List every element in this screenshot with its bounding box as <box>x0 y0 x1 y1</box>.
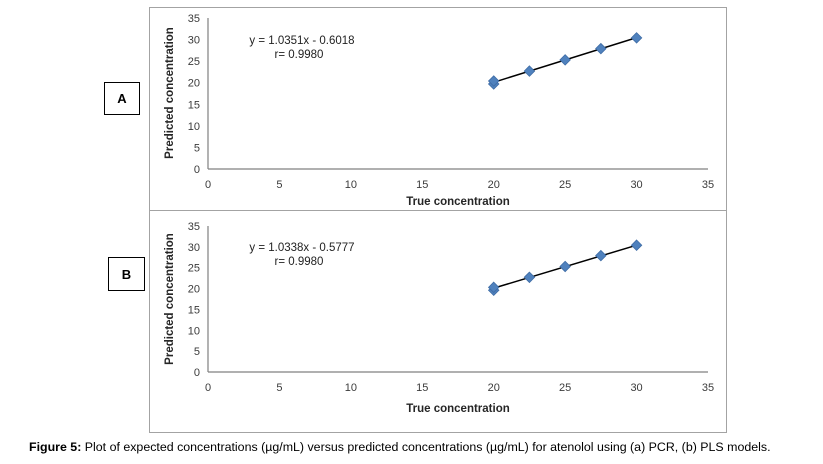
chart-panel-b: 0 5 10 15 20 25 30 35 0 5 10 15 20 25 30 35 y = 1.0338x… <box>149 210 727 433</box>
svg-text:25: 25 <box>188 263 200 275</box>
svg-text:0: 0 <box>205 179 211 191</box>
chart-panel-a: 0 5 10 15 20 25 30 35 0 5 10 15 20 25 30 35 y = 1.0351x… <box>149 7 727 212</box>
svg-text:5: 5 <box>276 179 282 191</box>
scatter-plot-b: 0 5 10 15 20 25 30 35 0 5 10 15 20 25 30 35 <box>188 221 714 394</box>
y-axis-title-b: Predicted concentration <box>164 233 176 365</box>
svg-text:0: 0 <box>194 367 200 379</box>
x-axis-title-b: True concentration <box>406 403 510 415</box>
svg-text:0: 0 <box>194 164 200 176</box>
x-axis-title-a: True concentration <box>406 196 510 208</box>
svg-text:10: 10 <box>188 325 200 337</box>
svg-text:25: 25 <box>559 179 571 191</box>
equation-label-a: y = 1.0351x - 0.6018 <box>249 35 355 47</box>
r-value-label-b: r= 0.9980 <box>274 256 324 268</box>
panel-label-b: B <box>108 257 145 291</box>
svg-text:35: 35 <box>188 221 200 233</box>
svg-text:35: 35 <box>702 382 714 394</box>
svg-text:10: 10 <box>345 179 357 191</box>
svg-text:30: 30 <box>630 179 642 191</box>
svg-text:5: 5 <box>194 346 200 358</box>
caption-body: Plot of expected concentrations (µg/mL) … <box>81 440 771 454</box>
svg-text:25: 25 <box>188 56 200 68</box>
svg-text:10: 10 <box>345 382 357 394</box>
svg-text:0: 0 <box>205 382 211 394</box>
svg-text:30: 30 <box>630 382 642 394</box>
svg-text:5: 5 <box>194 142 200 154</box>
svg-text:35: 35 <box>702 179 714 191</box>
scatter-plot-a: 0 5 10 15 20 25 30 35 0 5 10 15 20 25 30 35 <box>188 13 714 191</box>
svg-text:15: 15 <box>188 304 200 316</box>
svg-text:15: 15 <box>416 382 428 394</box>
svg-text:20: 20 <box>488 179 500 191</box>
svg-text:35: 35 <box>188 13 200 25</box>
panel-label-a: A <box>104 82 140 115</box>
svg-text:25: 25 <box>559 382 571 394</box>
svg-text:20: 20 <box>188 78 200 90</box>
svg-text:15: 15 <box>188 99 200 111</box>
svg-text:20: 20 <box>488 382 500 394</box>
figure-caption: Figure 5: Plot of expected concentration… <box>29 440 819 454</box>
svg-text:10: 10 <box>188 121 200 133</box>
svg-text:30: 30 <box>188 35 200 47</box>
y-axis-title-a: Predicted concentration <box>164 27 176 159</box>
svg-text:20: 20 <box>188 284 200 296</box>
caption-prefix: Figure 5: <box>29 440 82 454</box>
svg-text:30: 30 <box>188 242 200 254</box>
r-value-label-a: r= 0.9980 <box>274 49 324 61</box>
svg-text:5: 5 <box>276 382 282 394</box>
svg-text:15: 15 <box>416 179 428 191</box>
equation-label-b: y = 1.0338x - 0.5777 <box>249 242 355 254</box>
